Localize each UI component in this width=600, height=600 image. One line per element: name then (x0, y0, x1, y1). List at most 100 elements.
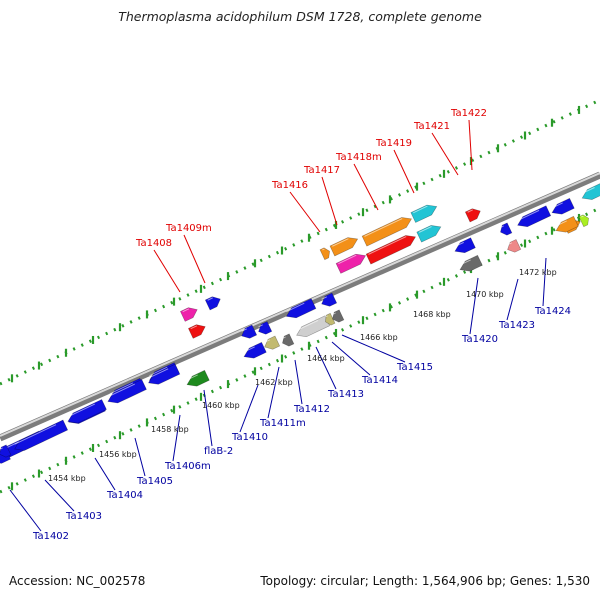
gene-ta1404 (67, 399, 107, 424)
leader-line (44, 479, 75, 512)
leader-line (239, 384, 259, 433)
scale-label: 1458 kbp (151, 425, 189, 434)
gene-label: Ta1411m (259, 418, 306, 429)
gene-arrow (204, 296, 221, 311)
leader-line (9, 489, 42, 532)
gene-ta1403 (14, 419, 69, 451)
gene-ta1402 (0, 444, 12, 458)
scale-label: 1468 kbp (413, 310, 451, 319)
gene-ta1421 (416, 225, 442, 243)
leader-line (94, 457, 116, 491)
gene-label: Ta1403 (65, 511, 102, 522)
leader-line (393, 149, 415, 194)
scale-ticks (10, 105, 581, 491)
gene-ta1424 (555, 215, 579, 233)
gene-arrow (517, 205, 552, 228)
leader-line (267, 366, 280, 419)
leader-line (134, 437, 146, 477)
gene-label: Ta1405 (136, 476, 173, 487)
scale-label: 1466 kbp (360, 333, 398, 342)
scale-label: 1472 kbp (519, 268, 557, 277)
gene-ta1416 (329, 237, 359, 257)
gene-label: Ta1408 (135, 238, 172, 249)
gene-ta1419 (361, 217, 412, 247)
gene-label: Ta1413 (327, 389, 364, 400)
leader-line (153, 249, 181, 293)
gene-label: Ta1409m (165, 223, 212, 234)
leader-line (294, 359, 303, 405)
gene-ta1408 (180, 307, 198, 322)
gene-arrow (285, 298, 317, 319)
scale-labels: 1454 kbp 1456 kbp 1458 kbp 1460 kbp 1462 kbp… (48, 268, 557, 483)
gene-arrow (454, 237, 476, 254)
accession-text: Accession: NC_002578 (9, 574, 146, 588)
map-title: Thermoplasma acidophilum DSM 1728, compl… (118, 9, 482, 24)
scale-label: 1460 kbp (202, 401, 240, 410)
gene-label: Ta1420 (461, 334, 498, 345)
gene-arrow (581, 182, 600, 200)
gene-flab-2 (186, 369, 210, 387)
leader-line (353, 163, 379, 211)
gene-ta1406m (148, 363, 181, 385)
gene-label: Ta1423 (498, 320, 535, 331)
gene-ta1410 (243, 341, 267, 359)
leader-line (542, 257, 547, 307)
gene-ta1415 (332, 309, 345, 323)
gene-ta1405 (107, 379, 147, 404)
gene-labels: Ta1408Ta1409mTa1416Ta1417Ta1418mTa1419Ta… (32, 108, 571, 542)
gene-label: Ta1416 (271, 180, 308, 191)
gene-ta1422 (464, 208, 481, 223)
gene-label: Ta1419 (375, 138, 412, 149)
gene-arrow (321, 292, 338, 307)
gene-ta1411m (264, 335, 281, 350)
leader-line (331, 341, 371, 376)
gene-label: Ta1421 (413, 121, 450, 132)
gene-ta1414 (325, 312, 336, 326)
gene-label: Ta1404 (106, 490, 143, 501)
leader-line (431, 132, 459, 176)
gene-arrow (410, 204, 438, 223)
outer-track-ring (0, 98, 600, 386)
leader-line (469, 277, 479, 335)
gene-label: Ta1414 (361, 375, 398, 386)
gene-arrow (500, 222, 513, 236)
leader-line (321, 176, 338, 226)
leader-line (289, 191, 321, 233)
scale-label: 1470 kbp (466, 290, 504, 299)
gene-label: flaB-2 (204, 446, 233, 457)
leader-line (315, 346, 337, 390)
gene-arrow (578, 214, 589, 228)
gene-label: Ta1412 (293, 404, 330, 415)
gene-ta1409m (188, 324, 206, 339)
label-leaders (9, 119, 547, 532)
gene-label: Ta1406m (164, 461, 211, 472)
gene-ta1420 (459, 254, 483, 272)
leader-line (468, 119, 473, 171)
leader-line (341, 334, 406, 363)
leader-line (506, 278, 519, 321)
gene-arrow (319, 247, 330, 261)
gene-ta1417 (335, 253, 367, 274)
gene-features (0, 182, 600, 464)
gene-label: Ta1410 (231, 432, 268, 443)
gene-ta1413 (296, 315, 331, 338)
scale-label: 1464 kbp (307, 354, 345, 363)
gene-ta1423 (507, 239, 522, 253)
gene-arrow (551, 197, 575, 215)
gene-arrow (241, 324, 258, 339)
scale-label: 1456 kbp (99, 450, 137, 459)
gene-label: Ta1422 (450, 108, 487, 119)
gene-label: Ta1418m (335, 152, 382, 163)
gene-arrow (258, 321, 273, 335)
leader-line (183, 234, 206, 284)
scale-label: 1462 kbp (255, 378, 293, 387)
gene-ta1418m (365, 235, 416, 265)
gene-label: Ta1424 (534, 306, 571, 317)
gene-ta1412 (282, 333, 295, 347)
topology-text: Topology: circular; Length: 1,564,906 bp… (260, 574, 590, 588)
gene-label: Ta1417 (303, 165, 340, 176)
leader-line (172, 414, 181, 462)
gene-label: Ta1415 (396, 362, 433, 373)
gene-label: Ta1402 (32, 531, 69, 542)
